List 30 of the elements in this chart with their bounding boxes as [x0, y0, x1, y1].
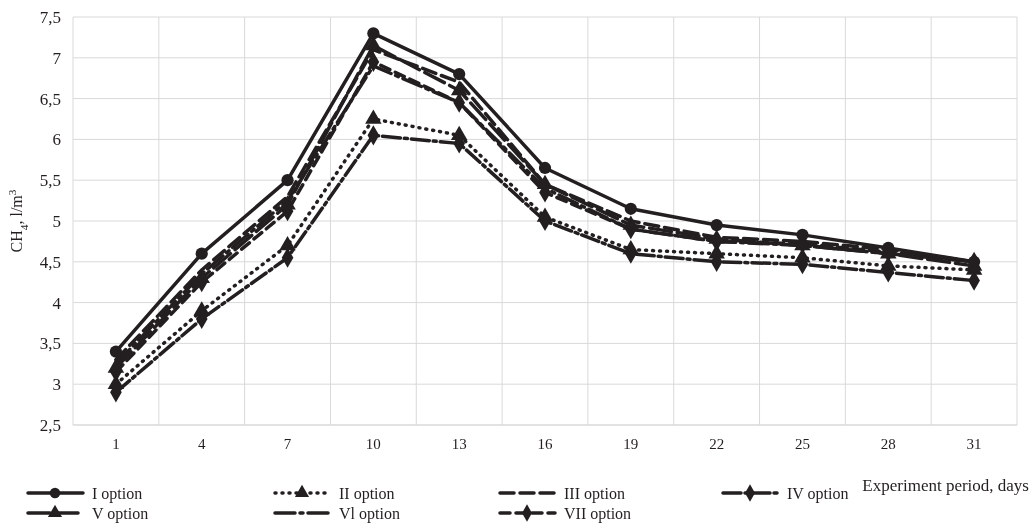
y-tick-label: 7: [52, 48, 62, 68]
legend-label: V option: [92, 504, 149, 523]
y-tick-label: 5: [52, 211, 61, 231]
x-tick-label: 28: [880, 436, 896, 452]
x-tick-label: 1: [112, 436, 120, 452]
legend-label: IV option: [787, 484, 849, 503]
x-tick-label: 16: [537, 436, 553, 452]
x-tick-label: 25: [794, 436, 810, 452]
y-tick-label: 6,5: [39, 89, 61, 109]
x-tick-label: 4: [197, 436, 206, 452]
y-tick-label: 6: [52, 130, 61, 150]
x-tick-label: 19: [623, 436, 639, 452]
legend-label: Vl option: [339, 504, 400, 523]
y-tick-label: 5,5: [39, 171, 61, 191]
x-axis-title: Experiment period, days: [862, 476, 1029, 495]
y-tick-label: 2,5: [39, 415, 61, 435]
y-tick-label: 4,5: [39, 252, 61, 272]
y-tick-label: 3: [52, 375, 61, 395]
legend-label: III option: [564, 484, 625, 503]
x-tick-label: 13: [451, 436, 467, 452]
x-tick-label: 31: [966, 436, 982, 452]
y-tick-label: 3,5: [39, 334, 61, 354]
y-tick-label: 4: [52, 293, 62, 313]
legend-label: II option: [339, 484, 395, 503]
x-tick-label: 22: [709, 436, 725, 452]
legend-label: I option: [92, 484, 143, 503]
x-tick-label: 7: [283, 436, 292, 452]
x-tick-label: 10: [365, 436, 381, 452]
legend-label: VII option: [564, 504, 632, 523]
y-tick-label: 7,5: [39, 7, 61, 27]
